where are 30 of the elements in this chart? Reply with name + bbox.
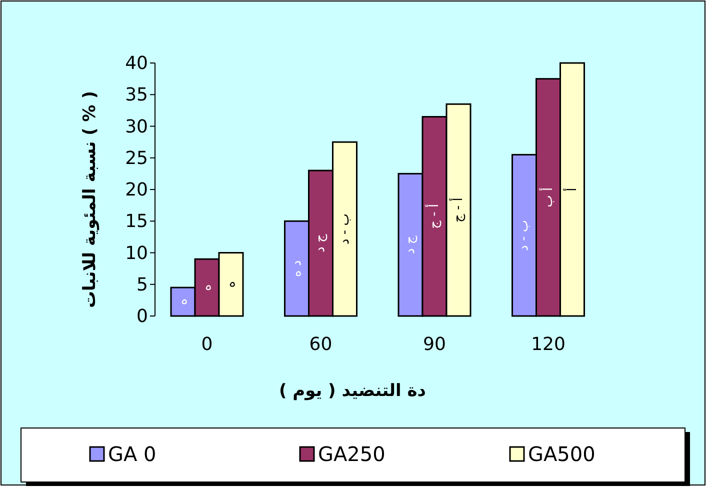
data-label: ه [224,280,238,288]
data-label: ج د [313,234,328,252]
x-axis-title: دة التنضيد ( يوم ) [278,381,426,401]
legend-label: GA 0 [108,442,156,466]
legend-label: GA500 [528,442,596,466]
data-label: ب - د [516,220,532,251]
x-tick-label: 90 [423,334,446,355]
x-tick-label: 120 [531,334,566,355]
y-tick-label: 40 [125,53,148,74]
data-label: أ ب [538,187,556,208]
y-tick-label: 35 [125,84,148,106]
data-label: ج د [403,235,418,254]
data-label: أ - ج [449,198,466,223]
y-tick-label: 25 [125,148,148,169]
x-tick-label: 0 [201,334,213,355]
data-label: د ه [289,260,304,277]
data-label: أ [562,188,580,192]
y-tick-label: 5 [136,274,148,296]
y-tick-label: 30 [125,116,148,138]
y-tick-label: 15 [125,211,148,232]
y-axis-title: نسبة المئوية للانبات ( % ) [80,90,100,308]
legend-label: GA250 [318,442,386,466]
x-tick-label: 60 [309,334,332,355]
data-label: ه [200,284,214,291]
y-tick-label: 10 [125,242,148,264]
data-label: أ - ج [425,204,442,229]
data-label: ب - د [337,214,352,245]
data-label: ه [176,298,190,306]
y-tick-label: 0 [136,306,148,327]
y-tick-label: 20 [125,180,148,200]
